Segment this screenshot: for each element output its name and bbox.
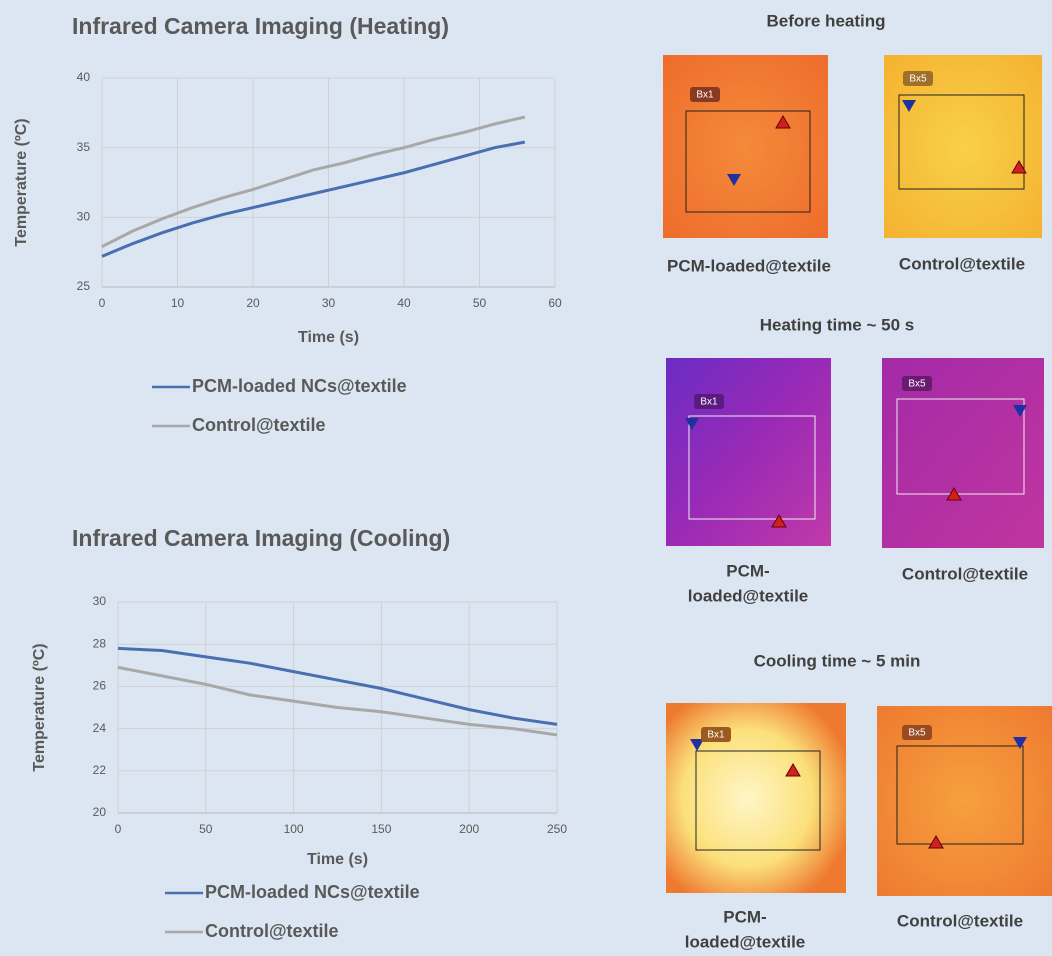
x-axis-label: Time (s) [298,329,359,346]
x-tick-label: 200 [459,822,479,836]
x-tick-label: 250 [547,822,567,836]
x-tick-label: 0 [99,296,106,310]
box-label: Bx1 [696,90,714,101]
x-tick-label: 50 [199,822,213,836]
thermal-image [666,358,831,546]
x-tick-label: 10 [171,296,185,310]
x-tick-label: 0 [115,822,122,836]
x-tick-label: 60 [548,296,562,310]
x-tick-label: 20 [246,296,260,310]
caption: Control@textile [897,911,1023,930]
y-tick-label: 30 [93,594,107,608]
thermal-image [666,703,846,893]
caption: PCM- [723,907,766,926]
series-line [102,142,525,256]
caption: Control@textile [902,564,1028,583]
legend-label: PCM-loaded NCs@textile [192,376,407,396]
box-label: Bx1 [707,730,725,741]
series-line [118,667,557,735]
box-label: Bx5 [908,379,926,390]
legend-label: Control@textile [205,921,339,941]
caption: Control@textile [899,254,1025,273]
box-label: Bx5 [909,74,927,85]
caption: PCM-loaded@textile [667,256,831,275]
y-tick-label: 28 [93,636,107,650]
panel-title: Heating time ~ 50 s [760,315,914,334]
x-tick-label: 100 [284,822,304,836]
caption: PCM- [726,561,769,580]
y-axis-label: Temperature (ºC) [31,643,48,771]
caption: loaded@textile [685,932,806,951]
chart-title: Infrared Camera Imaging (Heating) [72,13,449,39]
y-tick-label: 22 [93,763,107,777]
y-axis-label: Temperature (ºC) [13,118,30,246]
y-tick-label: 35 [77,140,91,154]
y-tick-label: 40 [77,70,91,84]
x-tick-label: 150 [371,822,391,836]
x-tick-label: 50 [473,296,487,310]
box-label: Bx5 [908,728,926,739]
x-tick-label: 40 [397,296,411,310]
y-tick-label: 26 [93,679,107,693]
thermal-images: Bx1 Bx5 Bx1 Bx5 Bx1 Bx5 Before heating H… [663,11,1052,951]
y-tick-label: 30 [77,210,91,224]
y-tick-label: 25 [77,279,91,293]
panel-title: Cooling time ~ 5 min [754,651,921,670]
x-axis-label: Time (s) [307,851,368,868]
box-label: Bx1 [700,397,718,408]
legend-label: Control@textile [192,415,326,435]
x-tick-label: 30 [322,296,336,310]
series-line [102,117,525,247]
y-tick-label: 20 [93,805,107,819]
panel-title: Before heating [766,11,885,30]
figure: Bx1 Bx5 Bx1 Bx5 Bx1 Bx5 Before heating H… [0,0,1052,956]
thermal-image [663,55,828,238]
chart-title: Infrared Camera Imaging (Cooling) [72,525,450,551]
y-tick-label: 24 [93,721,107,735]
legend-label: PCM-loaded NCs@textile [205,882,420,902]
caption: loaded@textile [688,586,809,605]
